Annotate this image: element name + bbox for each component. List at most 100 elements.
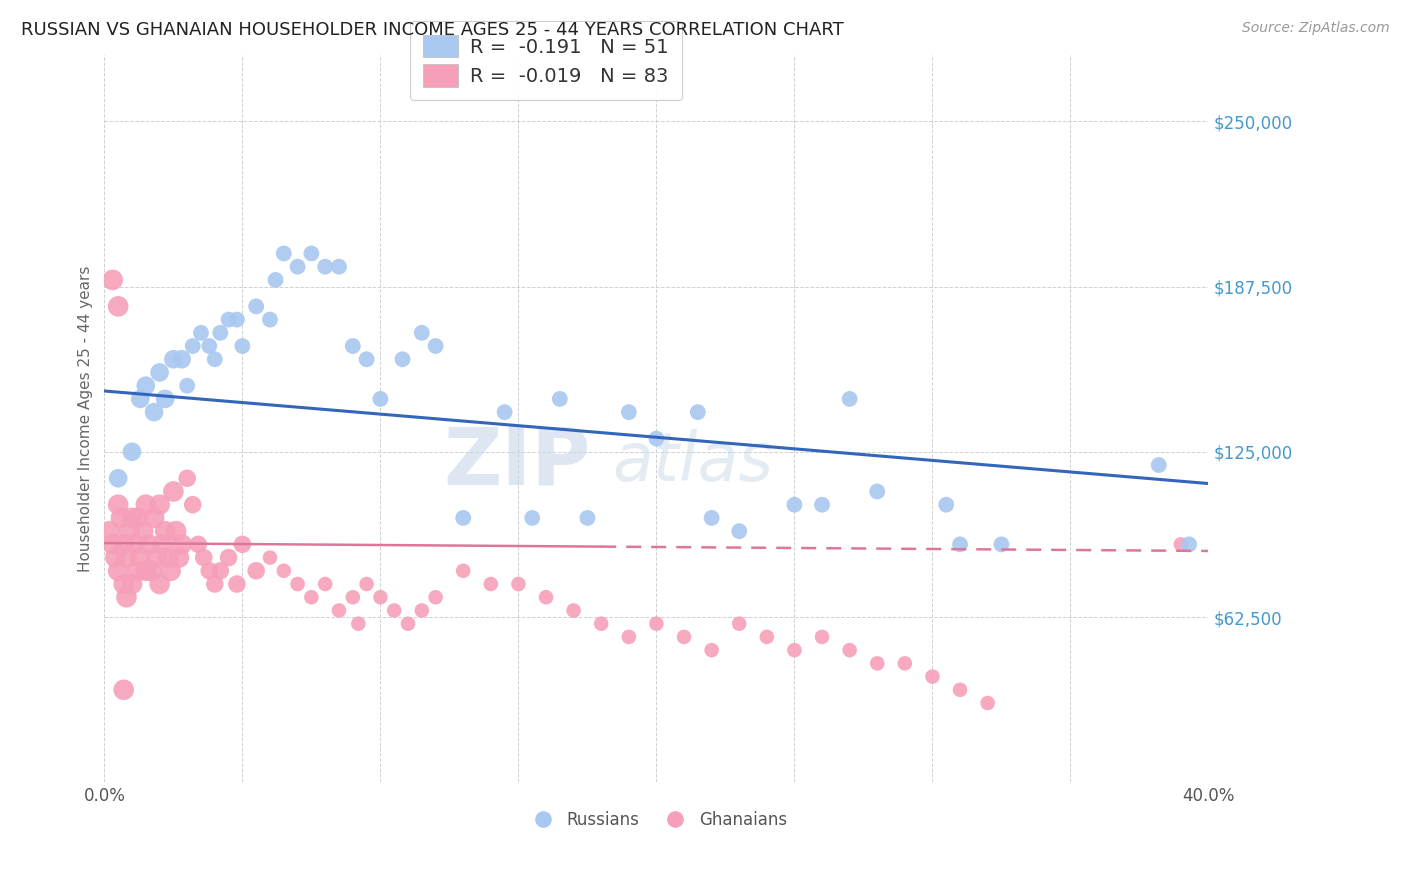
Point <box>866 484 889 499</box>
Point <box>115 550 138 565</box>
Point <box>167 550 190 565</box>
Point <box>121 445 143 459</box>
Point <box>382 603 405 617</box>
Point <box>170 352 193 367</box>
Point <box>755 630 778 644</box>
Point <box>356 577 378 591</box>
Point <box>396 616 419 631</box>
Point <box>112 577 135 591</box>
Y-axis label: Householder Income Ages 25 - 44 years: Householder Income Ages 25 - 44 years <box>79 266 93 572</box>
Point <box>198 564 221 578</box>
Point <box>990 537 1012 551</box>
Point <box>110 511 132 525</box>
Point <box>181 339 204 353</box>
Point <box>204 577 226 591</box>
Point <box>356 352 378 367</box>
Point <box>728 524 751 538</box>
Point <box>165 524 187 538</box>
Point <box>700 643 723 657</box>
Point <box>149 577 172 591</box>
Point <box>176 378 198 392</box>
Point <box>118 524 141 538</box>
Point <box>783 643 806 657</box>
Legend: Russians, Ghanaians: Russians, Ghanaians <box>519 805 793 836</box>
Text: atlas: atlas <box>612 429 773 495</box>
Point <box>104 550 127 565</box>
Point <box>508 577 530 591</box>
Point <box>129 550 152 565</box>
Point <box>190 326 212 340</box>
Point <box>162 352 184 367</box>
Point <box>273 246 295 260</box>
Point <box>146 550 169 565</box>
Point <box>673 630 696 644</box>
Point <box>479 577 502 591</box>
Point <box>176 471 198 485</box>
Point <box>328 603 350 617</box>
Point <box>107 471 129 485</box>
Point <box>259 312 281 326</box>
Point <box>218 312 240 326</box>
Point <box>112 537 135 551</box>
Point <box>129 392 152 406</box>
Point <box>138 537 160 551</box>
Point <box>209 564 232 578</box>
Point <box>700 511 723 525</box>
Point <box>115 591 138 605</box>
Point <box>783 498 806 512</box>
Point <box>218 550 240 565</box>
Point <box>107 564 129 578</box>
Point <box>132 524 155 538</box>
Point <box>299 591 322 605</box>
Point <box>127 511 149 525</box>
Point <box>112 682 135 697</box>
Point <box>347 616 370 631</box>
Point <box>314 577 336 591</box>
Point <box>127 564 149 578</box>
Point <box>425 339 447 353</box>
Point <box>866 657 889 671</box>
Point <box>259 550 281 565</box>
Text: ZIP: ZIP <box>443 424 591 501</box>
Point <box>686 405 709 419</box>
Point <box>894 657 917 671</box>
Point <box>534 591 557 605</box>
Point <box>150 537 173 551</box>
Point <box>143 405 166 419</box>
Point <box>342 591 364 605</box>
Point <box>1178 537 1201 551</box>
Point <box>494 405 516 419</box>
Point <box>591 616 613 631</box>
Point <box>245 564 267 578</box>
Point <box>562 603 585 617</box>
Point <box>645 616 668 631</box>
Point <box>299 246 322 260</box>
Point <box>153 524 176 538</box>
Point <box>159 564 181 578</box>
Point <box>143 511 166 525</box>
Point <box>135 378 157 392</box>
Point <box>121 511 143 525</box>
Point <box>264 273 287 287</box>
Point <box>548 392 571 406</box>
Point <box>617 630 640 644</box>
Point <box>98 524 121 538</box>
Point <box>181 498 204 512</box>
Point <box>522 511 544 525</box>
Point <box>645 432 668 446</box>
Point <box>107 299 129 313</box>
Point <box>287 260 309 274</box>
Point <box>149 366 172 380</box>
Point <box>231 537 253 551</box>
Point <box>838 643 860 657</box>
Point <box>1170 537 1192 551</box>
Point <box>451 564 474 578</box>
Point <box>225 312 247 326</box>
Point <box>451 511 474 525</box>
Point <box>121 577 143 591</box>
Point <box>949 537 972 551</box>
Point <box>209 326 232 340</box>
Point <box>101 273 124 287</box>
Point <box>135 564 157 578</box>
Point <box>149 498 172 512</box>
